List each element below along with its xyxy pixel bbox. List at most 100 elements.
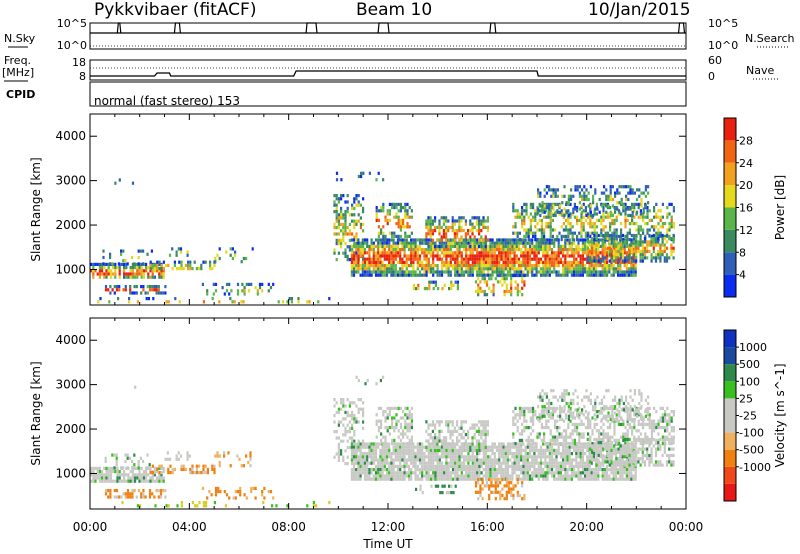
- radar-cell: [344, 229, 347, 233]
- radar-cell: [430, 280, 433, 284]
- radar-cell: [635, 249, 638, 254]
- radar-cell: [506, 254, 510, 258]
- radar-cell: [575, 458, 578, 462]
- radar-cell: [133, 285, 136, 289]
- radar-cell: [523, 273, 526, 278]
- radar-cell: [577, 260, 580, 264]
- radar-cell: [392, 270, 395, 274]
- radar-cell: [344, 242, 347, 246]
- radar-cell: [440, 225, 443, 229]
- radar-cell: [557, 273, 560, 277]
- radar-cell: [568, 270, 571, 274]
- radar-cell: [153, 269, 156, 273]
- radar-cell: [612, 474, 615, 478]
- radar-cell: [630, 458, 633, 462]
- radar-cell: [535, 264, 538, 268]
- radar-cell: [410, 215, 413, 219]
- radar-cell: [611, 231, 614, 235]
- radar-cell: [405, 273, 408, 277]
- radar-cell: [337, 442, 340, 446]
- radar-cell: [544, 244, 547, 248]
- radar-cell: [114, 275, 117, 279]
- radar-cell: [553, 257, 556, 261]
- radar-cell: [357, 407, 360, 411]
- radar-cell: [562, 251, 565, 255]
- radar-cell: [522, 468, 525, 472]
- radar-cell: [610, 256, 614, 260]
- radar-cell: [513, 445, 516, 449]
- radar-cell: [506, 270, 510, 274]
- radar-cell: [182, 464, 185, 468]
- radar-cell: [565, 201, 568, 205]
- radar-cell: [584, 452, 587, 456]
- radar-cell: [423, 257, 426, 261]
- radar-cell: [392, 244, 395, 248]
- radar-cell: [418, 270, 422, 274]
- radar-cell: [198, 471, 201, 475]
- radar-cell: [610, 237, 614, 241]
- radar-cell: [164, 457, 167, 461]
- radar-cell: [425, 464, 428, 468]
- radar-cell: [101, 262, 104, 266]
- radar-cell: [377, 267, 380, 271]
- radar-cell: [239, 493, 242, 497]
- radar-cell: [584, 251, 587, 255]
- radar-cell: [401, 445, 404, 449]
- radar-cell: [500, 257, 503, 261]
- radar-cell: [458, 248, 461, 252]
- radar-cell: [443, 254, 446, 258]
- radar-cell: [395, 413, 398, 417]
- radar-cell: [173, 260, 176, 264]
- radar-cell: [588, 477, 591, 481]
- radar-cell: [595, 445, 598, 449]
- radar-cell: [602, 212, 605, 216]
- radar-cell: [391, 426, 394, 430]
- radar-cell: [357, 238, 360, 242]
- radar-cell: [546, 461, 549, 465]
- radar-cell: [240, 260, 243, 264]
- radar-cell: [603, 260, 606, 264]
- radar-cell: [145, 262, 148, 266]
- radar-cell: [115, 285, 119, 289]
- radar-cell: [134, 476, 137, 480]
- radar-cell: [623, 270, 626, 274]
- radar-cell: [584, 234, 587, 238]
- radar-cell: [586, 254, 589, 258]
- radar-cell: [344, 210, 347, 214]
- radar-cell: [670, 253, 673, 257]
- radar-cell: [109, 252, 112, 256]
- radar-cell: [619, 237, 622, 241]
- radar-cell: [487, 474, 490, 478]
- radar-cell: [379, 458, 382, 462]
- radar-cell: [109, 492, 112, 496]
- radar-cell: [480, 229, 483, 233]
- radar-cell: [484, 241, 487, 245]
- radar-cell: [94, 479, 97, 483]
- radar-cell: [167, 263, 170, 267]
- radar-cell: [401, 267, 404, 271]
- radar-cell: [490, 289, 493, 294]
- radar-cell: [573, 254, 576, 258]
- radar-cell: [353, 222, 356, 226]
- radar-cell: [533, 464, 536, 468]
- radar-cell: [601, 471, 604, 475]
- radar-cell: [410, 458, 413, 462]
- radar-cell: [482, 270, 485, 274]
- radar-cell: [595, 264, 598, 268]
- radar-cell: [381, 461, 384, 465]
- radar-cell: [549, 215, 552, 219]
- frequency-panel-frame: [89, 59, 687, 81]
- radar-cell: [429, 458, 433, 462]
- radar-cell: [195, 471, 198, 475]
- radar-cell: [410, 248, 413, 252]
- radar-cell: [399, 273, 402, 277]
- radar-cell: [484, 251, 488, 255]
- radar-cell: [454, 455, 457, 459]
- radar-cell: [429, 225, 432, 229]
- radar-cell: [377, 234, 380, 238]
- radar-cell: [101, 269, 104, 273]
- radar-cell: [359, 445, 362, 449]
- radar-cell: [639, 259, 642, 263]
- radar-cell: [263, 486, 266, 490]
- radar-cell: [335, 210, 338, 214]
